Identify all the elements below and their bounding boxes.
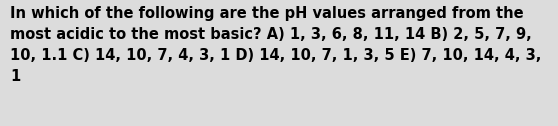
Text: In which of the following are the pH values arranged from the
most acidic to the: In which of the following are the pH val…	[10, 6, 541, 84]
